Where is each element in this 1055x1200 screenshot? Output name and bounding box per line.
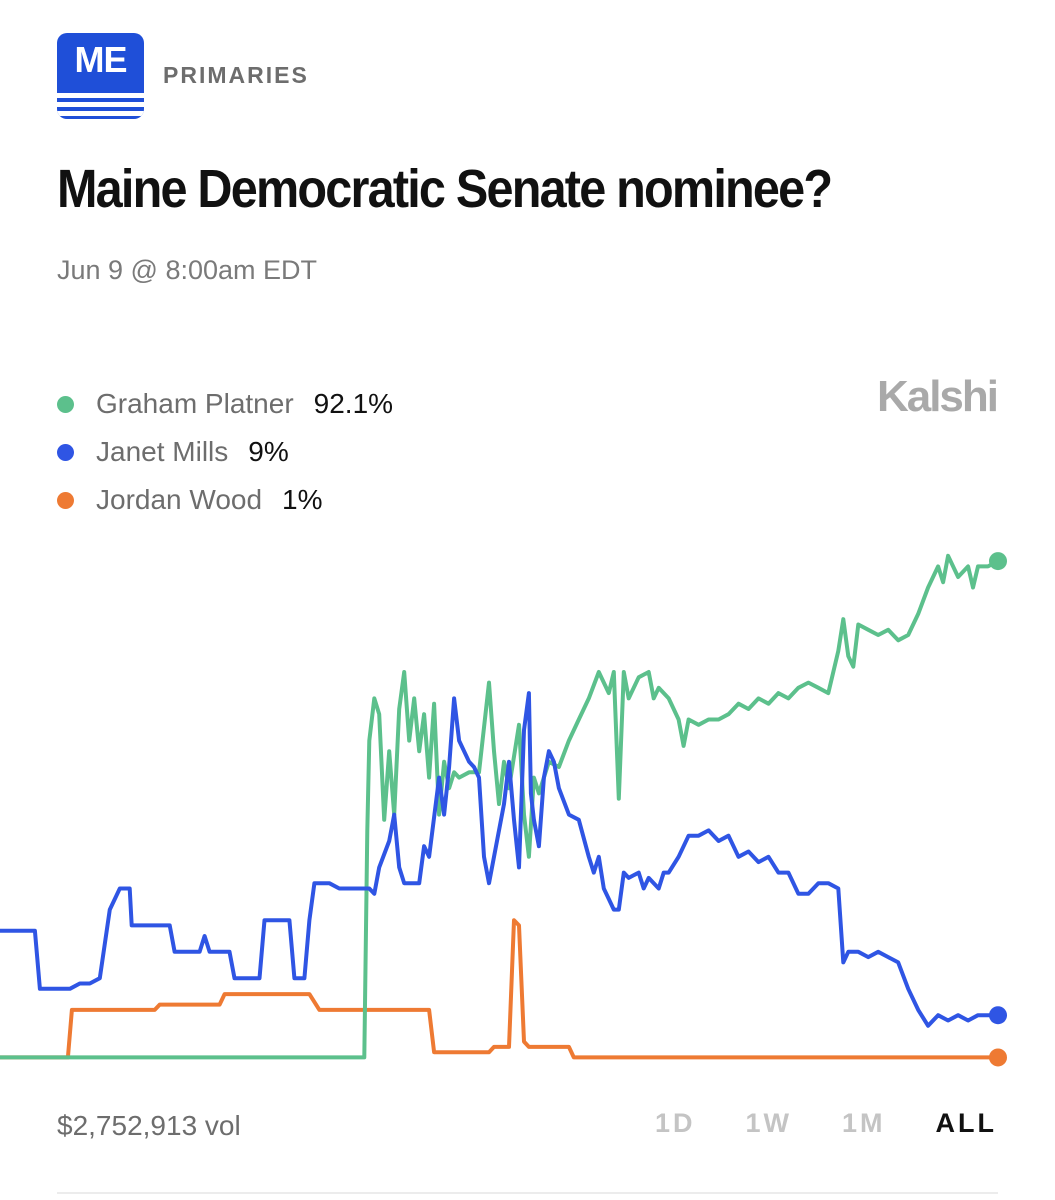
series-end-dot-janet-mills: [989, 1006, 1007, 1025]
range-button-1m[interactable]: 1M: [842, 1108, 886, 1138]
kalshi-logo: Kalshi: [876, 372, 999, 421]
series-line-janet-mills: [0, 691, 1000, 1028]
legend-name: Janet Mills: [96, 436, 229, 467]
series-end-dot-jordan-wood: [989, 1048, 1007, 1067]
legend-name: Graham Platner: [96, 388, 294, 419]
legend-value: 9%: [248, 436, 289, 467]
range-button-all[interactable]: ALL: [935, 1108, 997, 1138]
logo-text: ME: [74, 39, 128, 80]
legend-value: 1%: [282, 484, 323, 515]
series-line-jordan-wood: [0, 918, 1000, 1060]
range-button-1w[interactable]: 1W: [745, 1108, 792, 1138]
series-line-graham-platner: [0, 553, 1000, 1060]
event-date: Jun 9 @ 8:00am EDT: [57, 255, 318, 285]
legend-dot-icon: [57, 395, 74, 413]
chart-legend: Graham Platner 92.1% Janet Mills 9% Jord…: [57, 380, 393, 524]
legend-item-janet-mills: Janet Mills 9%: [57, 428, 393, 476]
state-logo: ME: [57, 33, 144, 119]
page-title: Maine Democratic Senate nominee?: [57, 159, 833, 219]
legend-name: Jordan Wood: [96, 484, 263, 515]
legend-item-jordan-wood: Jordan Wood 1%: [57, 476, 393, 524]
time-range-selector: 1D 1W 1M ALL: [655, 1108, 997, 1139]
series-end-dot-graham-platner: [989, 552, 1007, 571]
divider: [57, 1192, 998, 1194]
legend-value: 92.1%: [313, 388, 394, 419]
volume-label: $2,752,913 vol: [57, 1110, 241, 1141]
range-button-1d[interactable]: 1D: [654, 1108, 696, 1138]
legend-dot-icon: [57, 491, 74, 509]
category-label: PRIMARIES: [163, 62, 309, 88]
price-chart[interactable]: [0, 520, 1055, 1080]
legend-item-graham-platner: Graham Platner 92.1%: [57, 380, 393, 428]
legend-dot-icon: [57, 443, 74, 461]
